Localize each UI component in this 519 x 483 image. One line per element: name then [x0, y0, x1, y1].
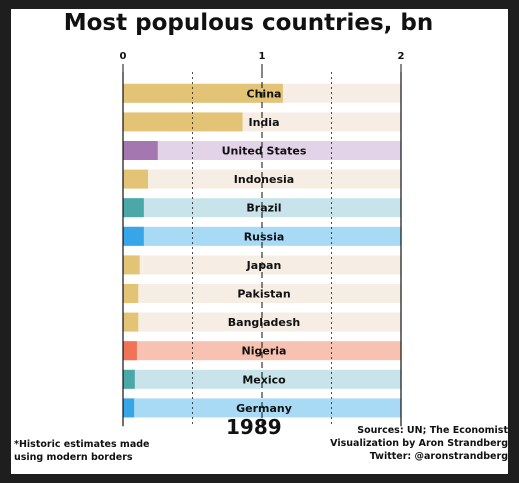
bar-track	[123, 141, 401, 160]
bar-label: United States	[222, 145, 307, 158]
footnote-line-2: using modern borders	[14, 452, 133, 463]
sources-line: Sources: UN; The Economist	[357, 425, 508, 436]
bar	[123, 398, 135, 418]
bar-label: Russia	[244, 230, 285, 243]
bar-label: India	[249, 116, 280, 129]
bar-label: Mexico	[242, 373, 286, 386]
bar	[123, 312, 139, 332]
bar-track	[123, 341, 401, 361]
bar-label: China	[247, 87, 282, 100]
footnote-line-1: *Historic estimates made	[14, 439, 150, 450]
bar	[123, 284, 139, 303]
bar	[123, 341, 137, 361]
sources: Sources: UN; The Economist Visualization…	[330, 424, 508, 463]
bar-label: Germany	[236, 402, 292, 415]
year-label: 1989	[226, 415, 282, 439]
bar-label: Japan	[246, 259, 282, 272]
twitter-credit: Twitter: @aronstrandberg	[369, 451, 508, 462]
x-tick-label: 1	[259, 51, 266, 62]
bar	[123, 169, 149, 189]
bar	[123, 83, 283, 103]
bar-label: Indonesia	[234, 173, 294, 186]
bar-label: Nigeria	[242, 345, 287, 358]
bar	[123, 198, 144, 218]
chart-title: Most populous countries, bn	[63, 10, 434, 36]
visualization-credit: Visualization by Aron Strandberg	[330, 438, 508, 449]
bar-track	[123, 369, 401, 389]
bar	[123, 255, 140, 275]
footnote: *Historic estimates made using modern bo…	[14, 438, 149, 464]
bar-label: Bangladesh	[228, 316, 300, 329]
x-tick-label: 0	[120, 51, 127, 62]
bar	[123, 226, 144, 246]
bar	[123, 112, 243, 132]
bar	[123, 141, 158, 160]
bar-label: Brazil	[246, 202, 281, 215]
bar	[123, 369, 135, 389]
x-tick-label: 2	[398, 51, 405, 62]
bar-label: Pakistan	[237, 288, 290, 301]
